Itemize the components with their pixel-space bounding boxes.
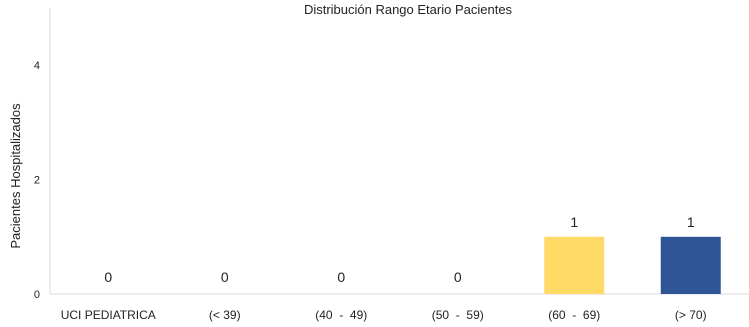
x-tick-label: (> 70) (675, 308, 707, 322)
data-label: 0 (104, 269, 112, 285)
data-label: 0 (454, 269, 462, 285)
x-tick-label: (60 - 69) (548, 308, 600, 322)
data-label: 0 (337, 269, 345, 285)
x-tick-label: (< 39) (209, 308, 241, 322)
y-tick-label: 4 (34, 60, 40, 72)
bar (660, 236, 721, 294)
chart-title: Distribución Rango Etario Pacientes (304, 2, 513, 17)
data-label: 1 (687, 214, 695, 230)
x-tick-label: (40 - 49) (315, 308, 367, 322)
bar (544, 236, 605, 294)
data-labels-group: 0 0 0 0 1 1 (104, 214, 695, 285)
y-tick-label: 0 (34, 289, 40, 301)
x-tick-label: (50 - 59) (432, 308, 484, 322)
data-label: 0 (221, 269, 229, 285)
data-label: 1 (570, 214, 578, 230)
bars-group (544, 236, 721, 294)
y-tick-label: 2 (34, 175, 40, 187)
x-axis-ticks: UCI PEDIATRICA (< 39) (40 - 49) (50 - 59) (6… (61, 308, 707, 322)
y-axis-ticks: 0 2 4 (34, 60, 40, 301)
x-tick-label: UCI PEDIATRICA (61, 308, 156, 322)
y-axis-label: Pacientes Hospitalizados (8, 103, 23, 249)
